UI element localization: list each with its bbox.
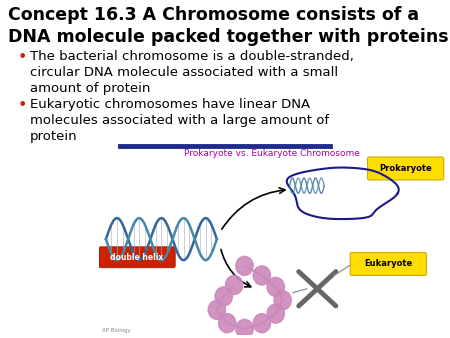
Text: Eukaryote: Eukaryote — [364, 260, 413, 268]
Text: Concept 16.3 A Chromosome consists of a: Concept 16.3 A Chromosome consists of a — [8, 6, 419, 24]
Text: The bacterial chromosome is a double-stranded,: The bacterial chromosome is a double-str… — [30, 50, 354, 63]
FancyBboxPatch shape — [368, 157, 444, 180]
Text: Prokaryote: Prokaryote — [379, 164, 432, 173]
Circle shape — [208, 300, 225, 319]
Text: DNA molecule packed together with proteins: DNA molecule packed together with protei… — [8, 28, 449, 46]
Text: circular DNA molecule associated with a small: circular DNA molecule associated with a … — [30, 66, 338, 79]
Text: Eukaryotic chromosomes have linear DNA: Eukaryotic chromosomes have linear DNA — [30, 98, 310, 111]
Text: AP Biology: AP Biology — [103, 328, 131, 333]
Circle shape — [236, 256, 253, 275]
Circle shape — [274, 291, 291, 310]
Circle shape — [253, 314, 270, 333]
Text: •: • — [18, 50, 27, 65]
Text: protein: protein — [30, 130, 77, 143]
Circle shape — [215, 287, 232, 306]
Text: double helix: double helix — [111, 253, 164, 262]
Circle shape — [267, 304, 284, 323]
Circle shape — [253, 266, 270, 285]
Circle shape — [267, 277, 284, 296]
Circle shape — [225, 275, 243, 294]
Text: •: • — [18, 98, 27, 113]
Circle shape — [236, 319, 253, 338]
FancyBboxPatch shape — [350, 252, 427, 275]
FancyBboxPatch shape — [99, 247, 175, 268]
Circle shape — [219, 314, 236, 333]
Text: Prokaryote vs. Eukaryote Chromosome: Prokaryote vs. Eukaryote Chromosome — [184, 149, 360, 159]
Text: molecules associated with a large amount of: molecules associated with a large amount… — [30, 114, 329, 127]
Text: amount of protein: amount of protein — [30, 82, 150, 95]
